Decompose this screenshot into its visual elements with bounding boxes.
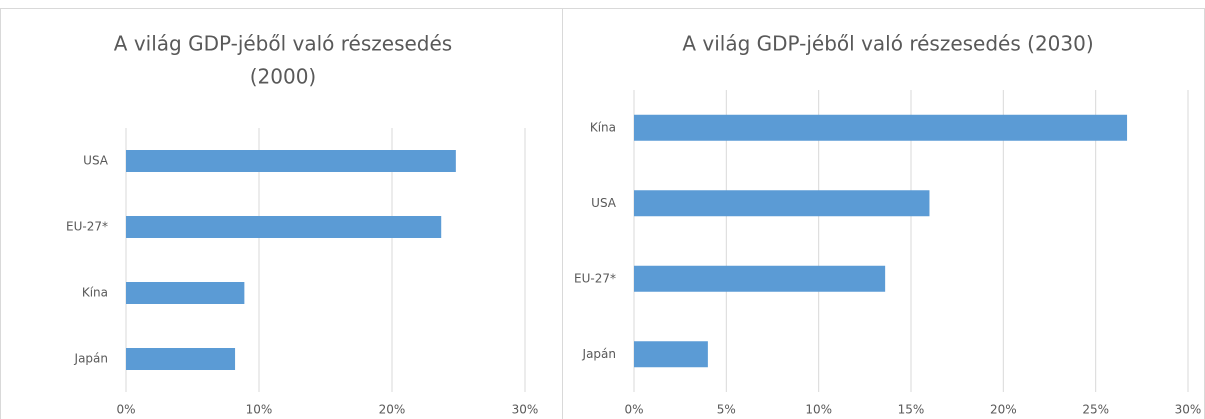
- x-tick-label: 5%: [717, 403, 736, 417]
- bar: [126, 282, 245, 304]
- x-tick-label: 0%: [116, 403, 135, 417]
- bar: [634, 265, 886, 292]
- x-tick-label: 30%: [1175, 403, 1202, 417]
- bar: [634, 190, 930, 217]
- x-tick-label: 10%: [805, 403, 832, 417]
- bar: [126, 348, 236, 370]
- y-tick-label: Japán: [74, 352, 108, 366]
- bar: [634, 114, 1128, 141]
- y-tick-label: Japán: [582, 347, 616, 361]
- y-tick-label: Kína: [82, 286, 108, 300]
- y-tick-label: EU-27*: [66, 220, 108, 234]
- x-tick-label: 15%: [898, 403, 925, 417]
- y-tick-label: USA: [83, 154, 109, 168]
- x-tick-label: 20%: [379, 403, 406, 417]
- bar: [634, 341, 708, 368]
- chart-title: A világ GDP-jéből való részesedés: [114, 32, 452, 56]
- y-tick-label: USA: [591, 196, 617, 210]
- x-tick-label: 10%: [246, 403, 273, 417]
- x-tick-label: 25%: [1082, 403, 1109, 417]
- x-tick-label: 30%: [512, 403, 539, 417]
- y-tick-label: EU-27*: [574, 271, 616, 285]
- chart-title: A világ GDP-jéből való részesedés (2030): [682, 32, 1093, 56]
- x-tick-label: 0%: [624, 403, 643, 417]
- bar: [126, 150, 456, 172]
- bar: [126, 216, 442, 238]
- chart-title: (2000): [250, 65, 317, 89]
- x-tick-label: 20%: [990, 403, 1017, 417]
- y-tick-label: Kína: [590, 120, 616, 134]
